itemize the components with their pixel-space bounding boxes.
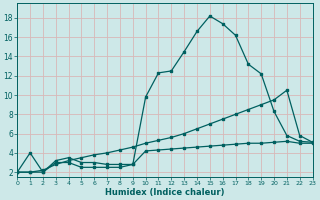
X-axis label: Humidex (Indice chaleur): Humidex (Indice chaleur)	[105, 188, 225, 197]
